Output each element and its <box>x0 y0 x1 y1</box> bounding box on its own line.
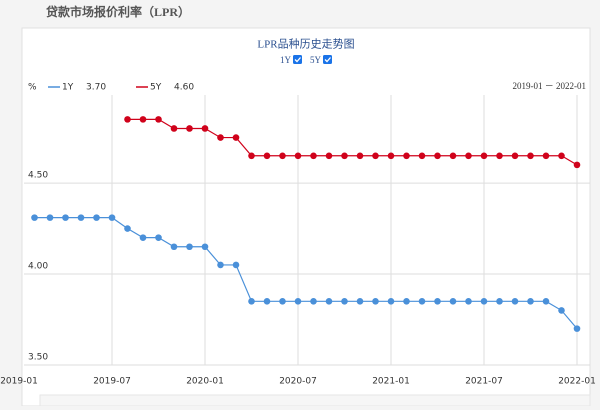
data-point <box>511 298 519 305</box>
data-point <box>356 298 364 305</box>
y-unit: % <box>28 83 37 93</box>
data-point <box>542 152 550 160</box>
data-point <box>124 225 131 232</box>
plot <box>24 95 590 366</box>
data-point <box>527 298 534 305</box>
data-point <box>418 152 426 160</box>
data-point <box>139 116 147 123</box>
legend-value: 4.60 <box>174 83 194 93</box>
data-point <box>558 307 565 314</box>
data-point <box>77 214 85 221</box>
data-point <box>573 161 581 169</box>
data-point <box>62 214 69 221</box>
check-mark <box>324 57 331 63</box>
data-point <box>403 152 410 160</box>
data-point <box>387 298 395 305</box>
data-point <box>465 298 472 305</box>
data-point <box>465 152 472 160</box>
x-tick-label: 2022-01 <box>558 377 596 387</box>
data-point <box>403 298 410 305</box>
legend-value: 3.70 <box>86 83 106 93</box>
data-point <box>217 261 224 269</box>
data-point <box>155 234 162 241</box>
data-point <box>449 152 457 160</box>
data-point <box>542 298 550 305</box>
data-point <box>170 125 178 132</box>
legend-label: 5Y <box>150 83 162 93</box>
data-point <box>325 152 333 160</box>
x-tick-label: 2019-01 <box>0 377 38 387</box>
data-point <box>294 298 302 305</box>
data-point <box>310 152 317 160</box>
legend-check-label: 5Y <box>310 55 322 65</box>
data-point <box>279 152 286 160</box>
data-point <box>217 134 224 141</box>
data-point <box>496 152 503 160</box>
data-point <box>480 152 488 160</box>
legend-checkbox[interactable] <box>293 55 302 64</box>
data-point <box>263 152 271 160</box>
data-point <box>124 116 131 123</box>
data-point <box>372 298 379 305</box>
data-point <box>496 298 503 305</box>
data-point <box>248 298 255 305</box>
x-tick-label: 2020-07 <box>279 377 317 387</box>
legend-checkbox[interactable] <box>323 55 332 64</box>
data-point <box>93 214 100 221</box>
data-point <box>186 243 193 251</box>
legend-check-label: 1Y <box>280 55 292 65</box>
data-point <box>418 298 426 305</box>
data-point <box>372 152 379 160</box>
footer-box <box>39 394 591 407</box>
data-point <box>263 298 271 305</box>
data-point <box>232 261 240 269</box>
data-point <box>46 214 54 221</box>
y-tick-label: 4.50 <box>28 171 48 181</box>
x-tick-label: 2021-07 <box>465 377 503 387</box>
chart-frame <box>21 27 591 407</box>
x-tick-label: 2020-01 <box>186 377 224 387</box>
data-point <box>248 152 255 160</box>
data-point <box>279 298 286 305</box>
data-point <box>186 125 193 132</box>
data-point <box>434 152 441 160</box>
data-point <box>558 152 565 160</box>
data-point <box>325 298 333 305</box>
range-label: 2019-01 － 2022-01 <box>513 81 587 91</box>
data-point <box>155 116 162 123</box>
x-tick-label: 2019-07 <box>93 377 131 387</box>
y-tick-label: 4.00 <box>28 262 48 272</box>
page-title: 贷款市场报价利率（LPR） <box>46 4 190 19</box>
data-point <box>527 152 534 160</box>
data-point <box>573 325 581 332</box>
data-point <box>294 152 302 160</box>
data-point <box>108 214 116 221</box>
data-point <box>201 125 209 132</box>
x-tick-label: 2021-01 <box>372 377 410 387</box>
data-point <box>310 298 317 305</box>
data-point <box>387 152 395 160</box>
data-point <box>201 243 209 251</box>
y-tick-label: 3.50 <box>28 353 48 363</box>
data-point <box>31 214 38 221</box>
data-point <box>434 298 441 305</box>
data-point <box>139 234 147 241</box>
data-point <box>480 298 488 305</box>
data-point <box>170 243 178 251</box>
legend-label: 1Y <box>62 83 74 93</box>
data-point <box>511 152 519 160</box>
data-point <box>341 298 348 305</box>
data-point <box>341 152 348 160</box>
data-point <box>232 134 240 141</box>
check-mark <box>294 57 301 63</box>
data-point <box>356 152 364 160</box>
chart-title: LPR品种历史走势图 <box>257 37 354 51</box>
data-point <box>449 298 457 305</box>
